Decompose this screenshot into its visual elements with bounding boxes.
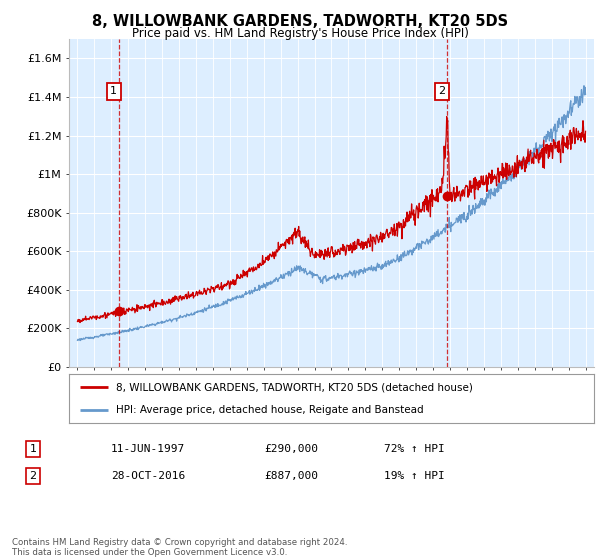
Text: £290,000: £290,000 — [264, 444, 318, 454]
Text: 1: 1 — [29, 444, 37, 454]
Text: Contains HM Land Registry data © Crown copyright and database right 2024.
This d: Contains HM Land Registry data © Crown c… — [12, 538, 347, 557]
Text: 11-JUN-1997: 11-JUN-1997 — [111, 444, 185, 454]
Text: 2: 2 — [439, 86, 446, 96]
Text: 72% ↑ HPI: 72% ↑ HPI — [384, 444, 445, 454]
Text: 8, WILLOWBANK GARDENS, TADWORTH, KT20 5DS (detached house): 8, WILLOWBANK GARDENS, TADWORTH, KT20 5D… — [116, 382, 473, 393]
Text: HPI: Average price, detached house, Reigate and Banstead: HPI: Average price, detached house, Reig… — [116, 405, 424, 416]
Text: Price paid vs. HM Land Registry's House Price Index (HPI): Price paid vs. HM Land Registry's House … — [131, 27, 469, 40]
Text: 1: 1 — [110, 86, 117, 96]
Text: 19% ↑ HPI: 19% ↑ HPI — [384, 471, 445, 481]
Text: £887,000: £887,000 — [264, 471, 318, 481]
Text: 2: 2 — [29, 471, 37, 481]
Text: 8, WILLOWBANK GARDENS, TADWORTH, KT20 5DS: 8, WILLOWBANK GARDENS, TADWORTH, KT20 5D… — [92, 14, 508, 29]
Text: 28-OCT-2016: 28-OCT-2016 — [111, 471, 185, 481]
